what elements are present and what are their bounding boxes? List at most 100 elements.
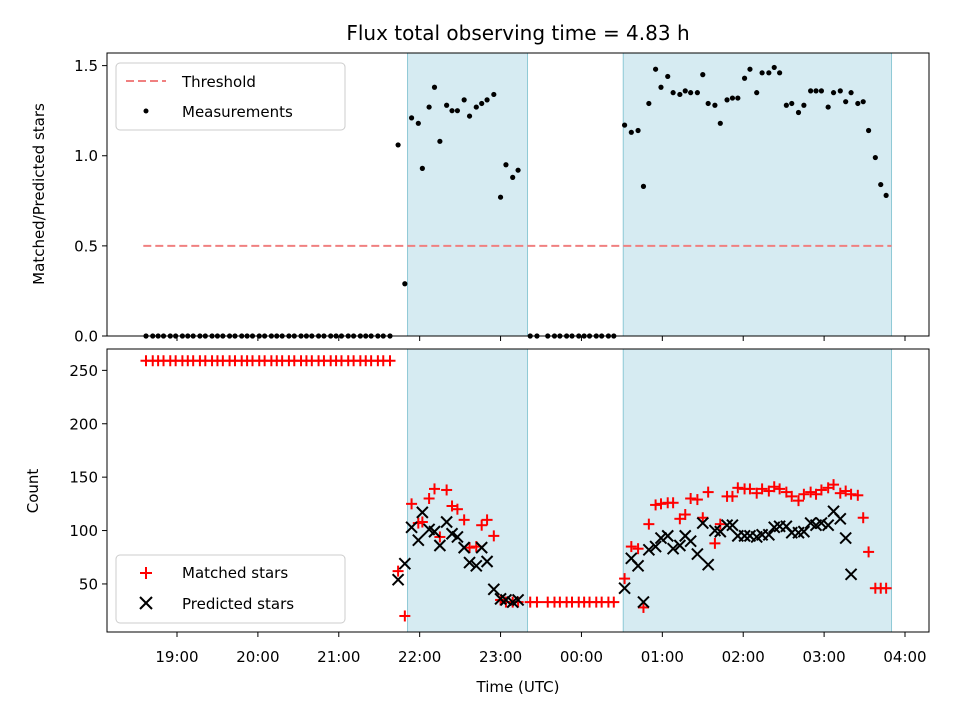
predicted-star-point: [428, 525, 441, 538]
x-tick-label: 20:00: [236, 648, 279, 666]
y-tick-label: 0.0: [74, 328, 98, 346]
matched-star-point: [732, 482, 744, 494]
top-legend: Threshold Measurements: [115, 62, 346, 131]
predicted-star-point: [457, 541, 471, 554]
predicted-star-point: [649, 540, 662, 553]
measurement-point: [777, 70, 783, 76]
matched-star-point: [428, 483, 440, 495]
matched-star-point: [756, 483, 768, 495]
shaded-interval: [407, 348, 529, 633]
x-tick-label: 01:00: [641, 648, 684, 666]
predicted-star-point: [470, 559, 483, 572]
predicted-star-point: [637, 595, 650, 609]
measurement-point: [813, 88, 819, 94]
matched-star-point: [685, 493, 697, 505]
predicted-star-point: [480, 555, 494, 568]
predicted-star-point: [416, 506, 429, 519]
measurement-point: [830, 90, 837, 96]
matched-star-point: [416, 516, 428, 528]
matched-star-point: [423, 493, 435, 505]
matched-star-point: [726, 490, 738, 502]
matched-star-point: [834, 487, 846, 499]
measurement-point: [766, 70, 772, 76]
predicted-star-point: [666, 542, 680, 555]
matched-star-point: [709, 537, 721, 549]
predicted-star-point: [391, 573, 405, 586]
matched-star-point: [476, 519, 488, 531]
matched-star-point: [697, 512, 709, 524]
matched-star-point: [679, 509, 691, 521]
measurement-point: [665, 73, 671, 80]
predicted-star-point: [499, 593, 513, 607]
measurement-point: [729, 95, 736, 101]
measurement-point: [860, 99, 866, 105]
predicted-star-point: [839, 531, 852, 545]
measurement-point: [640, 183, 647, 189]
matched-star-point: [815, 484, 827, 496]
predicted-star-point: [631, 559, 645, 572]
x-tick-label: 00:00: [560, 648, 603, 666]
predicted-star-point: [691, 547, 704, 561]
measurement-point: [682, 88, 688, 94]
matched-star-point: [399, 610, 411, 622]
matched-star-point: [406, 498, 418, 510]
matched-star-point: [451, 503, 463, 515]
predicted-stars-series: [391, 505, 858, 609]
predicted-star-point: [440, 515, 453, 529]
matched-star-point: [774, 483, 786, 495]
measurement-point: [754, 90, 760, 96]
measurement-point: [759, 70, 765, 76]
y-tick-label: 100: [69, 522, 98, 540]
measurement-point: [747, 66, 753, 72]
predicted-star-point: [684, 535, 697, 548]
shaded-interval: [622, 52, 893, 337]
predicted-star-point: [475, 541, 488, 554]
matched-star-point: [531, 596, 543, 608]
y-tick-label: 0.5: [74, 237, 98, 255]
bottom-panel: 50 100 150 200 250 19:00 20:00 21:00 22:00 23:00…: [24, 348, 930, 696]
measurement-point: [837, 88, 843, 94]
measurement-point: [402, 281, 408, 287]
measurement-point: [855, 100, 861, 107]
bottom-legend-box: [115, 554, 346, 624]
top-shaded-intervals: [407, 52, 893, 337]
measurement-point: [479, 100, 485, 107]
matched-star-point: [619, 573, 631, 585]
predicted-star-point: [738, 529, 751, 543]
measurement-point: [872, 154, 878, 161]
measurement-point: [818, 88, 825, 94]
matched-star-point: [852, 489, 864, 501]
measurement-point: [491, 91, 497, 98]
matched-star-point: [608, 596, 620, 608]
chart-title: Flux total observing time = 4.83 h: [346, 21, 689, 45]
x-tick-label: 02:00: [722, 648, 765, 666]
matched-stars-series: [140, 355, 892, 622]
measurement-point: [426, 104, 432, 110]
top-legend-box: [115, 62, 346, 131]
measurements-legend-swatch: [143, 108, 149, 114]
predicted-star-point: [511, 593, 525, 607]
x-tick-label: 23:00: [479, 648, 522, 666]
measurement-point: [515, 167, 521, 173]
measurement-point: [415, 120, 421, 126]
measurement-point: [677, 91, 683, 98]
predicted-star-point: [720, 519, 734, 532]
matched-star-point: [488, 530, 500, 542]
matched-star-point: [845, 488, 857, 500]
measurement-point: [658, 84, 664, 90]
predicted-star-point: [661, 529, 674, 543]
x-tick-label: 19:00: [155, 648, 198, 666]
matched-star-point: [714, 518, 726, 530]
measurement-point: [795, 109, 802, 116]
predicted-star-point: [463, 556, 476, 569]
predicted-star-point: [834, 512, 847, 526]
bottom-legend: Matched stars Predicted stars: [115, 554, 346, 624]
matched-star-point: [805, 486, 817, 498]
predicted-legend-label: Predicted stars: [182, 595, 294, 613]
matched-star-point: [792, 495, 804, 507]
predicted-star-point: [398, 557, 412, 570]
bottom-y-axis-label: Count: [24, 469, 42, 514]
measurement-point: [431, 84, 438, 90]
matched-star-point: [481, 514, 493, 526]
measurement-point: [503, 162, 509, 168]
